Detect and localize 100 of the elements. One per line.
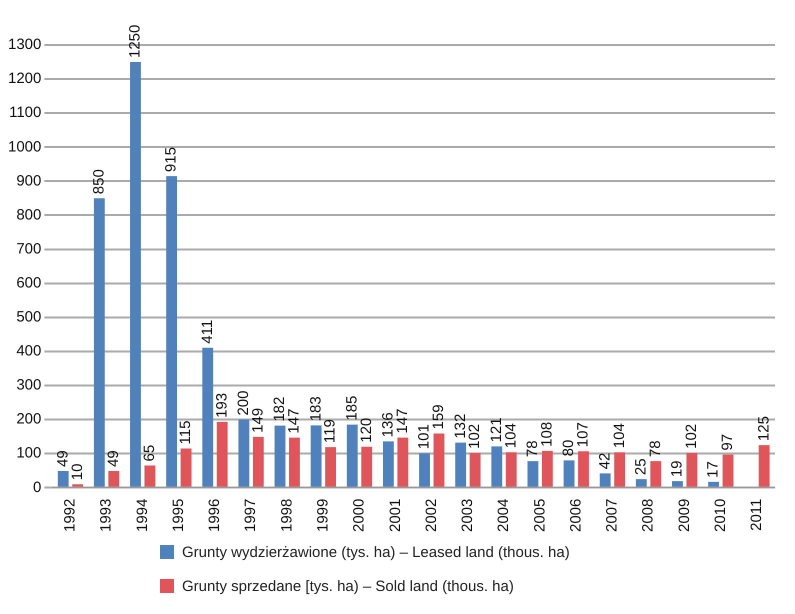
bar: [708, 482, 719, 487]
bar: [180, 448, 192, 487]
x-tick-label: 1994: [134, 498, 151, 532]
x-tick-label: 2001: [386, 498, 404, 532]
y-tick-label: 1000: [8, 138, 42, 156]
data-label: 78: [524, 440, 542, 458]
legend-label: Grunty sprzedane [tys. ha) – Sold land (thous. ha): [182, 578, 514, 594]
bar: [382, 441, 394, 487]
bar: [434, 433, 444, 487]
y-tick-label: 300: [16, 376, 42, 394]
bar: [470, 452, 481, 487]
bar: [289, 438, 300, 487]
bar: [758, 445, 770, 487]
bar: [310, 425, 322, 487]
data-label: 102: [683, 424, 700, 449]
y-tick-label: 900: [16, 172, 42, 190]
x-tick-label: 2004: [495, 498, 512, 532]
bar: [564, 460, 574, 487]
x-tick-label: 2006: [567, 498, 584, 532]
x-tick-label: 1995: [170, 498, 187, 532]
bar: [166, 176, 178, 487]
data-label: 102: [466, 424, 484, 449]
y-tick-label: 700: [16, 240, 42, 258]
bar: [600, 473, 611, 487]
y-tick-label: 1300: [8, 36, 42, 54]
y-tick-label: 600: [16, 274, 42, 292]
data-label: 121: [488, 417, 505, 442]
data-label: 115: [177, 420, 194, 444]
data-label: 915: [162, 147, 180, 172]
data-label: 159: [430, 404, 448, 430]
bar: [361, 446, 372, 487]
data-label: 1250: [126, 24, 144, 58]
data-label: 185: [343, 396, 360, 421]
bar: [216, 422, 228, 487]
bar: [202, 348, 214, 487]
x-tick-label: 2003: [459, 498, 476, 532]
data-label: 850: [90, 169, 108, 194]
data-label: 193: [213, 392, 230, 418]
data-label: 119: [322, 419, 339, 444]
y-tick-label: 0: [33, 478, 42, 496]
data-label: 25: [632, 458, 650, 476]
bar: [455, 442, 466, 487]
bar: [346, 424, 358, 487]
bar: [636, 479, 647, 487]
legend-label: Grunty wydzierżawione (tys. ha) – Leased land (thous. ha): [182, 544, 570, 560]
data-label: 104: [502, 423, 520, 448]
bar: [130, 62, 141, 487]
data-label: 49: [104, 450, 122, 467]
x-tick-label: 1997: [242, 498, 260, 532]
bar: [108, 470, 120, 487]
bar: [252, 436, 264, 487]
bar: [542, 450, 553, 487]
data-label: 108: [538, 422, 556, 447]
x-tick-label: 2009: [676, 498, 693, 532]
data-label: 80: [560, 440, 578, 456]
data-label: 120: [358, 418, 375, 443]
bar: [491, 446, 502, 487]
x-tick-label: 2010: [712, 498, 729, 532]
bar: [578, 451, 589, 487]
y-tick-label: 400: [16, 342, 42, 360]
x-tick-label: 2008: [640, 498, 657, 532]
bar: [650, 461, 662, 487]
data-label: 107: [574, 422, 592, 448]
x-tick-label: 1992: [62, 498, 79, 532]
data-label: 101: [416, 424, 433, 450]
data-label: 183: [307, 396, 324, 422]
data-label: 19: [668, 460, 686, 478]
bar: [325, 447, 336, 487]
y-tick-label: 100: [16, 444, 42, 462]
bar: [94, 198, 105, 487]
data-label: 10: [68, 464, 86, 480]
bar: [144, 466, 156, 487]
bar: [686, 452, 698, 487]
data-label: 78: [646, 440, 664, 458]
x-tick-label: 2002: [422, 498, 440, 532]
x-tick-label: 1993: [98, 498, 115, 532]
data-label: 49: [54, 450, 72, 467]
bar: [72, 484, 84, 487]
data-label: 411: [198, 320, 216, 344]
x-tick-label: 1996: [206, 498, 224, 532]
data-label: 182: [271, 396, 288, 422]
y-tick-label: 200: [16, 410, 42, 428]
y-tick-label: 800: [16, 206, 42, 224]
bar: [506, 452, 517, 487]
bar: [614, 452, 626, 487]
bar: [397, 438, 408, 487]
bar: [419, 453, 430, 487]
data-label: 147: [286, 408, 303, 434]
bar: [722, 454, 734, 487]
bar: [528, 461, 538, 487]
data-label: 104: [610, 423, 628, 448]
x-tick-label: 2000: [350, 498, 368, 532]
data-label: 65: [141, 444, 158, 462]
x-tick-label: 2005: [531, 498, 548, 532]
y-tick-label: 1200: [8, 70, 42, 88]
bar: [274, 426, 286, 487]
data-label: 125: [755, 416, 772, 442]
bar: [58, 470, 69, 487]
data-label: 17: [704, 461, 722, 478]
data-label: 132: [452, 414, 469, 439]
